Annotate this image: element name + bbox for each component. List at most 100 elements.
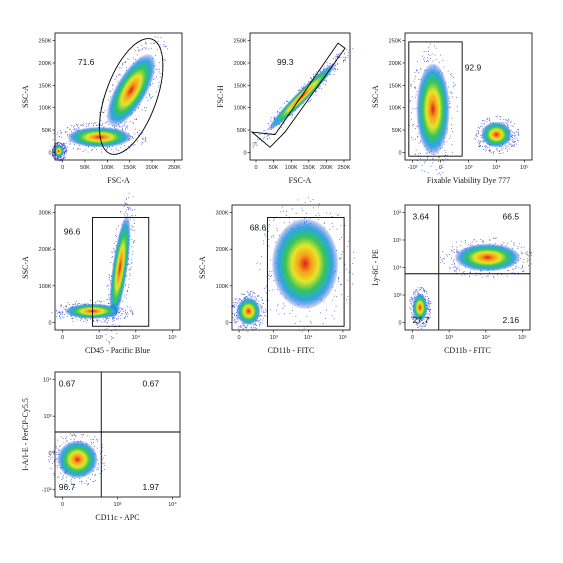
event-dot [273,218,275,219]
event-dot [158,71,160,73]
event-dot [498,151,500,152]
event-dot [236,302,237,304]
x-axis-label: Fixable Viability Dye 777 [427,176,510,185]
event-dot [475,272,477,274]
event-dot [259,325,260,327]
event-dot [60,313,62,314]
event-dot [81,480,83,482]
event-dot [95,122,97,124]
event-dot [449,103,451,104]
event-dot [101,471,103,473]
event-dot [260,263,262,265]
event-dot [119,125,121,127]
event-dot [90,318,91,320]
event-dot [451,128,453,129]
event-dot [133,241,135,243]
event-dot [124,317,126,319]
event-dot [94,445,95,447]
event-dot [423,290,425,292]
event-dot [409,101,411,103]
event-dot [514,123,515,125]
event-dot [103,95,105,97]
event-dot [310,321,311,323]
event-dot [134,223,135,225]
event-dot [135,49,137,51]
event-dot [301,207,303,209]
event-dot [261,140,262,142]
event-dot [484,145,486,147]
event-dot [92,474,93,475]
event-dot [483,123,485,125]
event-dot [501,122,503,124]
event-dot [124,215,125,217]
y-tick-label: 100K [39,106,52,112]
event-dot [52,153,54,155]
event-dot [156,91,158,93]
gate-percentage: 92.9 [465,62,482,72]
event-dot [68,485,70,487]
event-dot [111,320,113,322]
event-dot [346,299,348,300]
event-dot [57,144,58,146]
event-dot [123,61,125,63]
event-dot [247,294,249,296]
event-dot [292,310,293,312]
event-dot [260,304,261,306]
event-dot [53,148,55,150]
event-dot [318,212,320,214]
event-dot [56,158,58,160]
event-dot [75,303,76,305]
event-dot [99,319,101,321]
event-dot [109,90,111,92]
event-dot [411,303,412,305]
event-dot [522,267,523,268]
event-dot [338,54,339,56]
gate-percentage: 2.16 [503,315,520,325]
event-dot [124,285,126,287]
event-dot [523,259,525,261]
event-dot [129,121,131,122]
event-dot [238,298,240,299]
event-dot [308,81,309,82]
event-dot [266,136,268,138]
event-dot [65,152,67,154]
event-dot [67,315,68,317]
event-dot [145,41,147,43]
event-dot [93,470,95,472]
event-dot [243,324,245,326]
event-dot [134,209,136,210]
event-dot [64,483,66,485]
event-dot [56,447,58,449]
event-dot [98,463,99,465]
event-dot [125,211,126,212]
gate-percentage: 3.64 [413,211,430,221]
event-dot [453,82,455,84]
event-dot [52,450,54,452]
event-dot [108,317,110,319]
event-dot [417,322,418,324]
event-dot [304,218,305,220]
event-dot [71,317,73,319]
event-dot [125,121,127,123]
event-dot [66,484,68,486]
event-dot [57,143,59,144]
event-dot [64,152,65,154]
event-dot [506,151,508,153]
event-dot [267,123,269,125]
event-dot [427,300,429,302]
event-dot [58,312,60,313]
event-dot [421,322,423,324]
event-dot [520,268,522,270]
event-dot [453,249,455,250]
event-dot [128,145,129,147]
event-dot [70,316,72,318]
event-dot [132,144,134,146]
event-dot [58,450,60,452]
event-dot [512,268,514,270]
event-dot [413,81,415,83]
event-dot [235,304,237,306]
event-dot [127,312,128,313]
event-dot [144,42,146,44]
event-dot [442,260,443,262]
event-dot [245,327,246,329]
